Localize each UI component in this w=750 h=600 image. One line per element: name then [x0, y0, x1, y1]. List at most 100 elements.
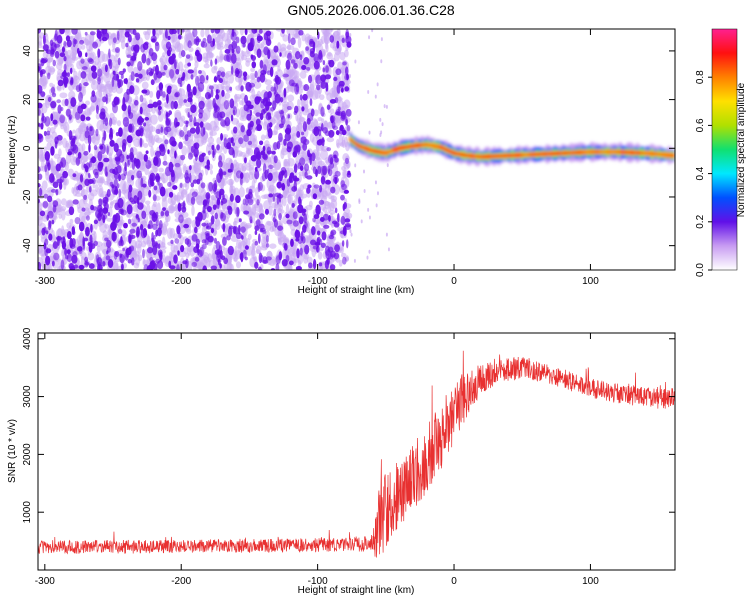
spectrogram-noise-cell [189, 172, 192, 183]
spectrogram-noise-cell [334, 244, 340, 253]
spectrogram-noise-cell [244, 245, 249, 250]
spectrogram-noise-cell [104, 237, 109, 242]
spectrogram-track-peak [597, 150, 619, 154]
spectrogram-noise-cell [251, 55, 257, 62]
spectrogram-noise-cell [230, 162, 234, 173]
spectrogram-noise-cell [40, 148, 44, 158]
spectrogram-noise-cell [338, 259, 343, 267]
spectrogram-noise-cell [103, 157, 110, 163]
spectrogram-noise-cell [97, 185, 104, 198]
spectrogram-noise-cell [354, 163, 357, 168]
spectrogram-noise-cell [195, 243, 200, 250]
spectrogram-noise-cell [239, 29, 244, 36]
spectrogram-noise-cell [375, 203, 378, 208]
snr-frame [37, 332, 676, 571]
spectrogram-noise-cell [329, 162, 335, 169]
spectrogram-noise-cell [341, 183, 347, 191]
spectrogram-noise-cell [278, 132, 283, 143]
x-tick-label: 0 [451, 276, 457, 287]
spectrogram-noise-cell [100, 108, 106, 116]
spectrogram-noise-cell [50, 86, 56, 94]
spectrogram-noise-cell [108, 48, 111, 59]
spectrogram-noise-cell [167, 35, 171, 41]
spectrogram-noise-cell [310, 108, 315, 117]
spectrogram-noise-cell [199, 121, 204, 128]
spectrogram-noise-cell [185, 193, 190, 203]
spectrogram-noise-cell [53, 43, 61, 48]
spectrogram-noise-cell [281, 29, 285, 34]
spectrogram-noise-cell [191, 234, 198, 242]
spectrogram-noise-cell [278, 238, 282, 245]
spectrogram-noise-cell [206, 75, 209, 81]
spectrogram-noise-cell [221, 160, 226, 169]
spectrogram-track-peak [641, 152, 654, 155]
spectrogram-noise-cell [51, 175, 55, 183]
spectrogram-noise-cell [150, 178, 154, 187]
spectrogram-track-peak [493, 154, 504, 158]
spectrogram-noise-cell [304, 163, 310, 172]
spectrogram-noise-cell [133, 44, 140, 54]
spectrogram-noise-cell [300, 193, 308, 199]
spectrogram-noise-cell [65, 56, 73, 68]
spectrogram-noise-cell [38, 65, 41, 72]
spectrogram-noise-cell [187, 111, 190, 118]
spectrogram-noise-cell [95, 128, 99, 137]
spectrogram-noise-cell [114, 202, 121, 211]
spectrogram-noise-cell [312, 217, 316, 223]
spectrogram-noise-cell [96, 29, 100, 33]
spectrogram-noise-cell [58, 213, 63, 219]
spectrogram-noise-cell [97, 48, 101, 58]
spectrogram-noise-cell [133, 99, 139, 106]
spectrogram-noise-cell [142, 248, 145, 259]
spectrogram-noise-cell [150, 35, 157, 43]
spectrogram-noise-cell [81, 161, 86, 171]
spectrogram-noise-cell [144, 200, 151, 205]
spectrogram-noise-cell [317, 52, 324, 63]
x-tick-label: 0 [451, 576, 457, 587]
x-tick-label: -300 [35, 576, 55, 587]
spectrogram-noise-cell [210, 265, 218, 270]
spectrogram-noise-cell [92, 41, 98, 49]
spectrogram-noise-cell [115, 132, 120, 137]
spectrogram-noise-cell [273, 82, 279, 92]
spectrogram-noise-cell [240, 226, 246, 233]
spectrogram-noise-cell [262, 153, 268, 161]
spectrogram-noise-cell [264, 208, 269, 215]
spectrogram-noise-cell [262, 64, 267, 75]
spectrogram-noise-cell [112, 260, 119, 270]
spectrogram-noise-cell [152, 101, 159, 108]
spectrogram-noise-cell [262, 259, 269, 264]
spectrogram-noise-cell [245, 60, 251, 67]
spectrogram-noise-cell [104, 117, 109, 127]
spectrogram-noise-cell [287, 94, 295, 102]
spectrogram-noise-cell [47, 195, 53, 203]
spectrogram-noise-cell [327, 183, 331, 190]
spectrogram-noise-cell [293, 145, 299, 154]
spectrogram-noise-cell [62, 76, 69, 85]
spectrogram-noise-cell [210, 227, 215, 234]
spectrogram-noise-cell [153, 134, 160, 143]
spectrogram-noise-cell [86, 126, 89, 131]
spectrogram-noise-cell [127, 77, 133, 88]
spectrogram-noise-cell [237, 241, 242, 254]
spectrogram-noise-cell [148, 220, 153, 230]
spectrogram-noise-cell [55, 188, 59, 196]
spectrogram-noise-cell [332, 125, 339, 131]
spectrogram-noise-cell [330, 29, 334, 32]
spectrogram-noise-cell [63, 56, 67, 62]
spectrogram-noise-cell [235, 232, 242, 240]
spectrogram-noise-cell [190, 182, 195, 188]
spectrogram-noise-cell [232, 142, 236, 147]
spectrogram-noise-cell [342, 256, 347, 265]
spectrogram-noise-cell [138, 73, 143, 79]
spectrogram-noise-cell [128, 234, 132, 244]
spectrogram-noise-cell [116, 120, 122, 127]
spectrogram-noise-cell [278, 251, 283, 261]
spectrogram-noise-cell [130, 71, 135, 82]
snr-x-ticks: -300 -200 -100 0 100 [35, 333, 599, 587]
spectrogram-noise-cell [180, 245, 185, 253]
spectrogram-noise-cell [47, 96, 52, 103]
spectrogram-noise-cell [210, 89, 214, 98]
spectrogram-noise-cell [322, 206, 328, 213]
spectrogram-noise-cell [40, 58, 48, 64]
